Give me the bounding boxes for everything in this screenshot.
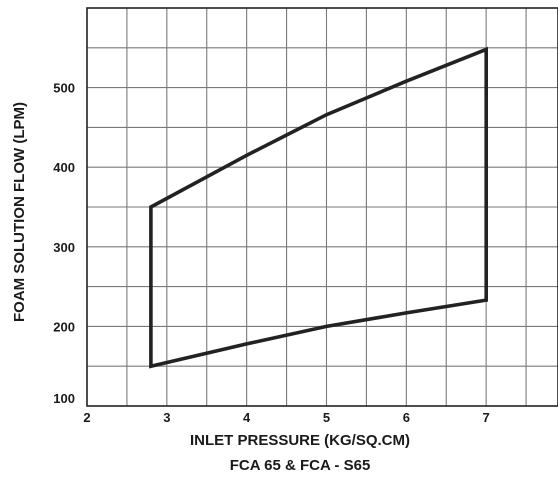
x-axis-title: INLET PRESSURE (KG/SQ.CM): [190, 432, 410, 449]
plot-frame: [86, 7, 558, 407]
x-tick-label: 2: [83, 410, 90, 425]
y-tick-label: 200: [53, 319, 75, 334]
x-tick-label: 3: [163, 410, 170, 425]
y-tick-label: 500: [53, 81, 75, 96]
y-axis-title: FOAM SOLUTION FLOW (LPM): [11, 102, 28, 322]
chart-title: FCA 65 & FCA - S65: [230, 457, 371, 474]
series: [149, 46, 489, 369]
y-tick-label: 300: [53, 240, 75, 255]
y-tick-labels: 100 200 300 400 500: [53, 81, 75, 406]
x-tick-label: 7: [483, 410, 490, 425]
operating-range-outline: [149, 46, 489, 369]
x-tick-label: 5: [323, 410, 330, 425]
y-tick-label: 400: [53, 160, 75, 175]
x-tick-label: 6: [403, 410, 410, 425]
x-tick-label: 4: [243, 410, 251, 425]
y-tick-label: 100: [53, 391, 75, 406]
x-tick-labels: 2 3 4 5 6 7: [83, 410, 489, 425]
